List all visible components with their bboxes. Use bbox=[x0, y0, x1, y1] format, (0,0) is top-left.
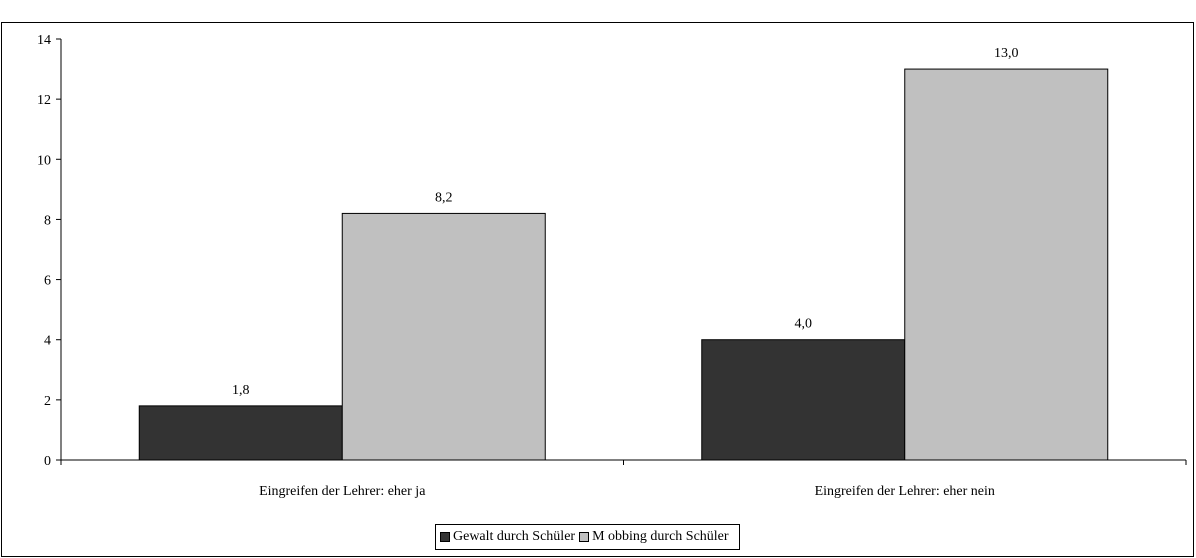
legend-swatch-gewalt bbox=[440, 532, 450, 542]
x-tick-label: Eingreifen der Lehrer: eher ja bbox=[259, 484, 426, 499]
data-label: 8,2 bbox=[435, 190, 453, 205]
legend-label-gewalt: Gewalt durch Schüler bbox=[453, 529, 576, 544]
y-tick-label: 14 bbox=[37, 33, 51, 48]
data-label: 1,8 bbox=[232, 383, 250, 398]
bar bbox=[138, 405, 343, 461]
y-tick-label: 4 bbox=[44, 334, 51, 349]
legend-item-gewalt: Gewalt durch Schüler bbox=[440, 529, 575, 545]
legend-swatch-mobbing bbox=[579, 532, 590, 542]
y-tick-label: 8 bbox=[44, 213, 51, 228]
bar bbox=[701, 339, 906, 461]
bar bbox=[904, 68, 1109, 461]
y-tick-label: 0 bbox=[44, 454, 51, 469]
x-tick-label: Eingreifen der Lehrer: eher nein bbox=[815, 484, 995, 499]
y-tick-label: 10 bbox=[37, 153, 51, 168]
data-label: 13,0 bbox=[994, 46, 1019, 61]
y-tick-label: 12 bbox=[37, 93, 51, 108]
bar bbox=[341, 212, 546, 461]
data-label: 4,0 bbox=[795, 317, 813, 332]
top-caption-strip bbox=[0, 0, 1196, 22]
y-tick-label: 2 bbox=[44, 394, 51, 409]
chart-legend: Gewalt durch Schüler M obbing durch Schü… bbox=[435, 524, 740, 550]
legend-item-mobbing: M obbing durch Schüler bbox=[579, 529, 729, 545]
legend-label-mobbing: M obbing durch Schüler bbox=[592, 529, 729, 544]
y-tick-label: 6 bbox=[44, 274, 51, 289]
